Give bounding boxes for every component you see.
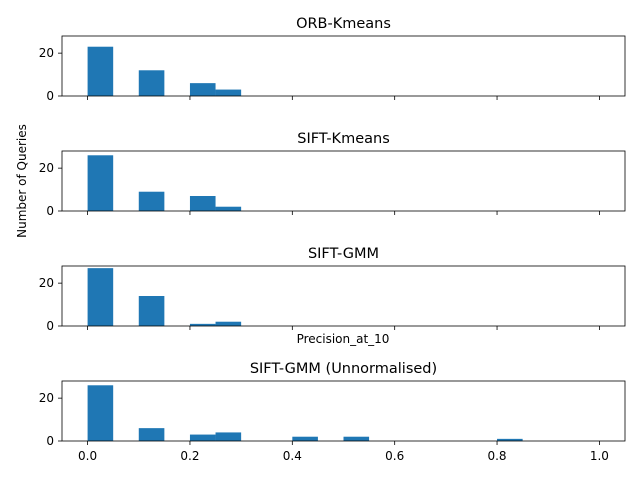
histogram-bar: [292, 436, 318, 441]
histogram-bar: [189, 83, 216, 96]
subplot-4: SIFT-GMM (Unnormalised) 0 20 0.0 0.2 0.4 0.6 0.…: [39, 361, 626, 463]
histogram-bar: [215, 432, 242, 441]
histogram-bar: [138, 70, 165, 96]
y-axis-label: Number of Queries: [15, 124, 29, 238]
subplot-title: SIFT-Kmeans: [297, 131, 390, 147]
histogram-bar: [87, 268, 114, 326]
histogram-bar: [497, 438, 523, 441]
subplot-title: SIFT-GMM: [308, 246, 379, 262]
subplot-title: SIFT-GMM (Unnormalised): [250, 361, 437, 377]
histogram-bar: [138, 191, 165, 211]
y-tick-label: 20: [39, 46, 54, 60]
axes-frame: [61, 265, 626, 327]
histogram-bar: [138, 296, 165, 326]
y-tick-label: 20: [39, 391, 54, 405]
histogram-bar: [215, 206, 242, 211]
subplot-1: ORB-Kmeans 0 20: [39, 16, 626, 103]
histogram-bar: [189, 196, 216, 211]
x-axis-label: Precision_at_10: [297, 332, 390, 346]
axes-frame: [61, 35, 626, 97]
x-tick-label: 0.0: [78, 449, 97, 463]
subplot-3: SIFT-GMM 0 20: [39, 246, 626, 333]
y-tick-label: 20: [39, 161, 54, 175]
histogram-bar: [189, 323, 216, 326]
x-tick-label: 0.8: [487, 449, 506, 463]
y-tick-label: 0: [46, 319, 54, 333]
x-tick-label: 1.0: [590, 449, 609, 463]
histogram-bar: [215, 89, 242, 96]
histogram-bar: [87, 155, 114, 211]
y-tick-label: 20: [39, 276, 54, 290]
x-tick-label: 0.4: [283, 449, 302, 463]
x-tick-label: 0.6: [385, 449, 404, 463]
y-tick-label: 0: [46, 89, 54, 103]
subplot-title: ORB-Kmeans: [296, 16, 391, 32]
x-tick-label: 0.2: [180, 449, 199, 463]
y-tick-label: 0: [46, 434, 54, 448]
histogram-bar: [343, 436, 370, 441]
histogram-bar: [215, 321, 242, 326]
subplot-2: SIFT-Kmeans 0 20: [39, 131, 626, 218]
axes-frame: [61, 150, 626, 212]
histogram-bar: [87, 385, 114, 441]
axes-frame: [61, 380, 626, 442]
subplot-panels: ORB-Kmeans020SIFT-Kmeans020SIFT-GMM020SI…: [39, 16, 626, 463]
y-tick-label: 0: [46, 204, 54, 218]
histogram-bar: [138, 428, 165, 441]
histogram-bar: [87, 46, 114, 96]
histogram-bar: [189, 434, 216, 441]
